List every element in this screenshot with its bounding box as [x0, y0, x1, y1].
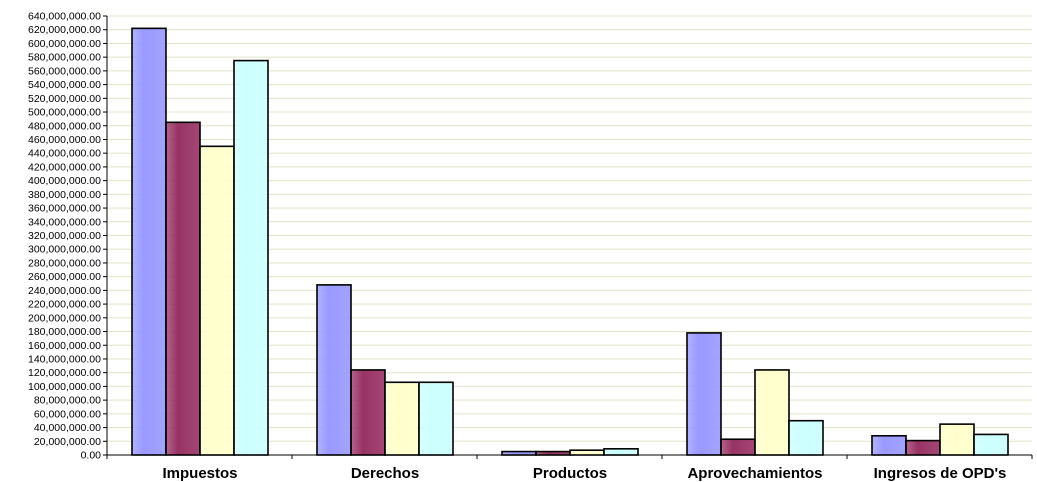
bars [131, 27, 1009, 456]
y-tick-label: 40,000,000.00 [34, 422, 101, 434]
x-category-label: Ingresos de OPD's [874, 465, 1007, 482]
y-tick-label: 640,000,000.00 [28, 11, 101, 23]
y-tick-label: 240,000,000.00 [28, 285, 101, 297]
bar-derechos-series-2 [350, 369, 386, 456]
y-tick-label: 220,000,000.00 [28, 299, 101, 311]
y-tick-label: 200,000,000.00 [28, 312, 101, 324]
y-tick-label: 460,000,000.00 [28, 134, 101, 146]
bar-ingresos-de-opd-s-series-4 [973, 433, 1009, 456]
y-tick-label: 540,000,000.00 [28, 79, 101, 91]
bar-productos-series-2 [535, 450, 571, 456]
bar-aprovechamientos-series-3 [754, 369, 790, 456]
y-tick-label: 400,000,000.00 [28, 175, 101, 187]
bar-derechos-series-3 [384, 381, 420, 456]
y-tick-label: 360,000,000.00 [28, 203, 101, 215]
bar-derechos-series-4 [418, 381, 454, 456]
y-tick-label: 620,000,000.00 [28, 24, 101, 36]
y-tick-label: 500,000,000.00 [28, 107, 101, 119]
y-tick-label: 180,000,000.00 [28, 326, 101, 338]
y-tick-label: 280,000,000.00 [28, 257, 101, 269]
bar-ingresos-de-opd-s-series-2 [905, 439, 941, 456]
y-tick-label: 300,000,000.00 [28, 244, 101, 256]
y-tick-label: 340,000,000.00 [28, 216, 101, 228]
y-axis-ticks: 0.00 20,000,000.00 40,000,000.00 60,000,000… [28, 11, 107, 462]
y-tick-label: 20,000,000.00 [34, 436, 101, 448]
y-tick-label: 80,000,000.00 [34, 395, 101, 407]
y-tick-label: 160,000,000.00 [28, 340, 101, 352]
axes [106, 16, 1033, 459]
y-tick-label: 420,000,000.00 [28, 161, 101, 173]
bar-impuestos-series-4 [233, 59, 269, 456]
y-tick-label: 380,000,000.00 [28, 189, 101, 201]
bar-aprovechamientos-series-1 [686, 332, 722, 456]
bar-derechos-series-1 [316, 284, 352, 456]
bar-ingresos-de-opd-s-series-1 [871, 434, 907, 456]
bar-aprovechamientos-series-2 [720, 438, 756, 456]
bar-productos-series-4 [603, 448, 639, 456]
bar-productos-series-3 [569, 449, 605, 456]
y-tick-label: 440,000,000.00 [28, 148, 101, 160]
y-tick-label: 580,000,000.00 [28, 52, 101, 64]
bar-impuestos-series-3 [199, 145, 235, 456]
y-tick-label: 140,000,000.00 [28, 353, 101, 365]
y-tick-label: 60,000,000.00 [34, 408, 101, 420]
x-category-label: Derechos [351, 465, 419, 482]
bar-impuestos-series-1 [131, 27, 167, 456]
bar-ingresos-de-opd-s-series-3 [939, 423, 975, 456]
x-category-label: Productos [533, 465, 607, 482]
y-tick-label: 600,000,000.00 [28, 38, 101, 50]
x-category-label: Aprovechamientos [687, 465, 822, 482]
y-tick-label: 100,000,000.00 [28, 381, 101, 393]
y-tick-label: 260,000,000.00 [28, 271, 101, 283]
x-category-label: Impuestos [162, 465, 237, 482]
x-axis-category-labels: Impuestos Derechos Productos Aprovechamient… [162, 465, 1006, 482]
bar-productos-series-1 [501, 450, 537, 456]
bar-impuestos-series-2 [165, 121, 201, 456]
y-tick-label: 560,000,000.00 [28, 65, 101, 77]
y-tick-label: 520,000,000.00 [28, 93, 101, 105]
y-tick-label: 0.00 [81, 450, 102, 462]
y-tick-label: 120,000,000.00 [28, 367, 101, 379]
y-tick-label: 480,000,000.00 [28, 120, 101, 132]
y-tick-label: 320,000,000.00 [28, 230, 101, 242]
bar-aprovechamientos-series-4 [788, 419, 824, 456]
